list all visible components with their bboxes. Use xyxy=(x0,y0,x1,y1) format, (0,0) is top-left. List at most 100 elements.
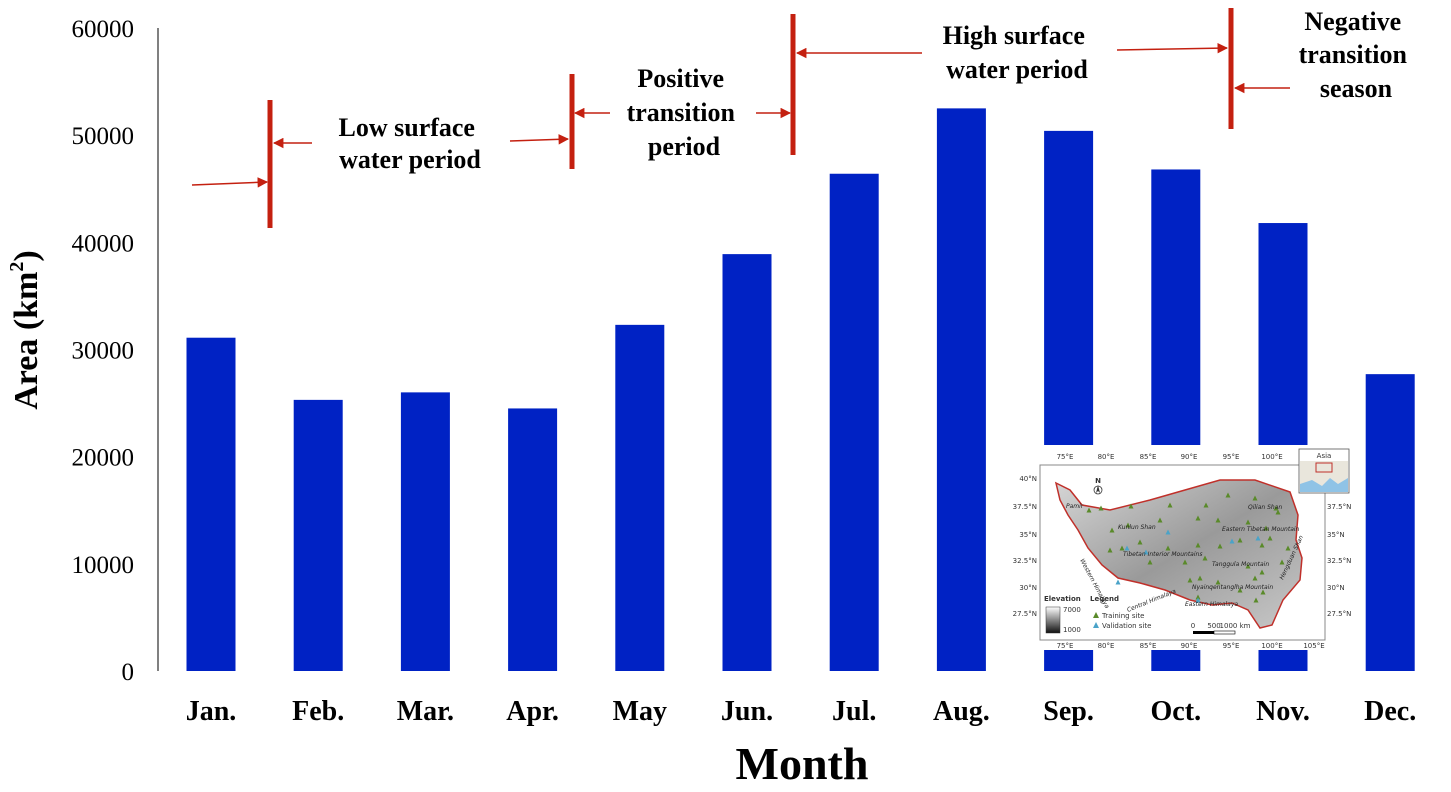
region-tanggula: Tanggula Mountain xyxy=(1212,561,1269,568)
y-tick-label: 60000 xyxy=(72,16,135,43)
lon-label-bottom-90: 90°E xyxy=(1181,642,1198,650)
bar xyxy=(615,324,665,671)
lat-label-right-37-5: 37.5°N xyxy=(1327,503,1351,511)
lon-label-bottom-105: 105°E xyxy=(1303,642,1324,650)
locator-land xyxy=(1300,461,1348,486)
validation-site-marker xyxy=(1255,535,1261,541)
asia-locator-map: Asia xyxy=(1298,448,1350,494)
training-site-marker xyxy=(1237,537,1243,543)
scale-bar-dark xyxy=(1193,631,1214,634)
region-qilian: Qilian Shan xyxy=(1248,504,1282,511)
x-tick-label: Apr. xyxy=(506,696,559,727)
training-site-marker xyxy=(1197,575,1203,581)
annotation-negative-season: Negative transition season xyxy=(1299,7,1414,103)
annotation-high-period: High surface water period xyxy=(943,21,1092,84)
lat-label-left-32-5: 32.5°N xyxy=(1013,557,1037,565)
legend-validation-label: Validation site xyxy=(1102,622,1151,630)
scale-label-0: 0 xyxy=(1191,622,1195,630)
elevation-ramp xyxy=(1045,606,1061,634)
y-axis-title-close: ) xyxy=(8,250,45,261)
training-site-marker xyxy=(1165,545,1171,551)
training-site-marker xyxy=(1187,577,1193,583)
training-site-marker xyxy=(1252,575,1258,581)
validation-site-marker xyxy=(1165,529,1171,535)
lat-label-left-27-5: 27.5°N xyxy=(1013,610,1037,618)
x-tick-label: Jun. xyxy=(721,696,773,727)
training-site-marker xyxy=(1107,547,1113,553)
training-site-marker xyxy=(1260,589,1266,595)
legend-training-icon xyxy=(1093,612,1099,618)
period-dividers xyxy=(267,8,1234,228)
elevation-max: 7000 xyxy=(1063,606,1081,614)
training-site-marker xyxy=(1128,503,1134,509)
training-site-marker xyxy=(1195,594,1201,600)
region-eastern-tibetan: Eastern Tibetan Mountain xyxy=(1222,526,1300,533)
validation-site-marker xyxy=(1195,597,1201,603)
period-labels: Low surface water period Positive transi… xyxy=(339,7,1414,174)
map-lat-labels-right: 37.5°N 35°N 32.5°N 30°N 27.5°N xyxy=(1327,503,1351,618)
annotation-low-line-1: Low surface xyxy=(339,113,475,142)
annotation-high-line-1: High surface xyxy=(943,21,1085,50)
x-tick-label: Dec. xyxy=(1364,696,1416,727)
lon-label-bottom-75: 75°E xyxy=(1057,642,1074,650)
training-site-marker xyxy=(1237,587,1243,593)
training-site-marker xyxy=(1203,502,1209,508)
training-site-marker xyxy=(1217,543,1223,549)
lon-label-top-95: 95°E xyxy=(1223,453,1240,461)
arrow-high-right xyxy=(1116,42,1229,54)
region-eastern-himalaya: Eastern Himalaya xyxy=(1185,601,1238,608)
training-site-marker xyxy=(1245,563,1251,569)
bar xyxy=(293,399,343,671)
north-arrow-pointer xyxy=(1096,485,1100,493)
lat-label-right-35: 35°N xyxy=(1327,531,1345,539)
training-site-marker xyxy=(1259,542,1265,548)
bar xyxy=(508,408,558,671)
x-tick-label: Sep. xyxy=(1043,696,1094,727)
locator-highlight xyxy=(1315,462,1333,473)
y-axis-title-superscript: 2 xyxy=(6,262,28,272)
map-lat-labels-left: 40°N 37.5°N 35°N 32.5°N 30°N 27.5°N xyxy=(1013,475,1037,618)
lon-label-top-75: 75°E xyxy=(1057,453,1074,461)
y-axis-title-text: Area (km xyxy=(8,272,45,410)
region-tibetan-interior: Tibetan Interior Mountains xyxy=(1123,551,1202,558)
x-tick-label: Nov. xyxy=(1256,696,1310,727)
training-site-marker xyxy=(1109,527,1115,533)
training-site-marker xyxy=(1279,559,1285,565)
x-tick-label: Feb. xyxy=(292,696,344,727)
bar xyxy=(829,173,879,671)
training-site-marker xyxy=(1202,555,1208,561)
annotation-negative-line-3: season xyxy=(1320,74,1393,103)
training-site-marker xyxy=(1137,539,1143,545)
annotation-positive-line-1: Positive xyxy=(637,64,724,93)
training-site-marker xyxy=(1285,545,1291,551)
legend-training-label: Training site xyxy=(1101,612,1145,620)
annotation-negative-line-1: Negative xyxy=(1304,7,1401,36)
lat-label-left-30: 30°N xyxy=(1019,584,1037,592)
bar xyxy=(936,108,986,671)
arrow-low-right xyxy=(509,134,570,145)
y-axis-ticks: 0 10000 20000 30000 40000 50000 60000 xyxy=(72,16,135,686)
training-site-marker xyxy=(1245,519,1251,525)
lat-label-right-30: 30°N xyxy=(1327,584,1345,592)
lon-label-top-90: 90°E xyxy=(1181,453,1198,461)
training-site-marker xyxy=(1263,525,1269,531)
training-site-marker xyxy=(1253,597,1259,603)
period-arrows xyxy=(191,42,1290,188)
x-tick-label: Mar. xyxy=(397,696,454,727)
y-tick-label: 30000 xyxy=(72,338,135,365)
lon-label-bottom-100: 100°E xyxy=(1261,642,1282,650)
map-sites xyxy=(1086,492,1291,603)
locator-label: Asia xyxy=(1317,452,1332,460)
y-tick-label: 50000 xyxy=(72,123,135,150)
training-site-marker xyxy=(1252,495,1258,501)
training-site-marker xyxy=(1119,545,1125,551)
training-site-marker xyxy=(1167,502,1173,508)
lon-label-top-80: 80°E xyxy=(1098,453,1115,461)
validation-site-marker xyxy=(1143,549,1149,555)
scale-label-500: 500 xyxy=(1207,622,1220,630)
lat-label-right-32-5: 32.5°N xyxy=(1327,557,1351,565)
annotation-positive-line-2: transition xyxy=(627,98,736,127)
x-tick-label: Aug. xyxy=(933,696,990,727)
map-lon-labels-top: 75°E 80°E 85°E 90°E 95°E 100°E xyxy=(1057,453,1283,461)
bar xyxy=(722,254,772,671)
